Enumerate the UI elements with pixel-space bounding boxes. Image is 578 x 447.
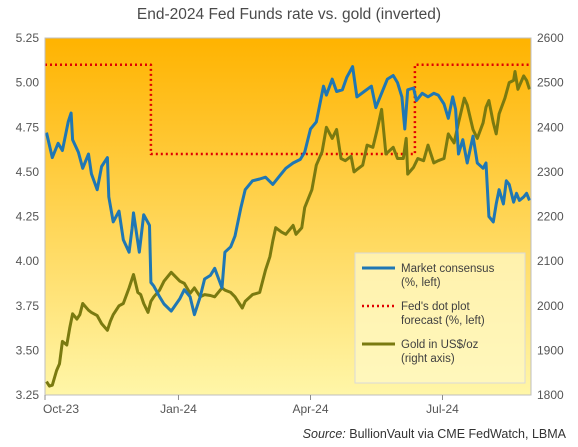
chart-title: End-2024 Fed Funds rate vs. gold (invert… — [136, 6, 442, 23]
plot-frame — [44, 37, 532, 396]
y-left-tick-label: 4.50 — [16, 165, 40, 179]
y-right-tick-label: 1800 — [537, 388, 564, 402]
y-left-tick-label: 4.75 — [16, 120, 40, 134]
y-left-tick-label: 4.25 — [16, 210, 40, 224]
legend-gold-price-label: Gold in US$/oz (right axis) — [401, 339, 479, 365]
x-tick-label: Apr-24 — [292, 402, 328, 416]
y-left-tick-label: 3.50 — [16, 343, 40, 357]
y-left-tick-label: 5.25 — [16, 31, 40, 45]
legend-fed-dot-plot-label: Fed's dot plot forecast (%, left) — [401, 301, 485, 327]
y-left-tick-label: 3.25 — [16, 388, 40, 402]
y-right-tick-label: 2300 — [537, 165, 564, 179]
x-tick-label: Jan-24 — [160, 402, 197, 416]
y-right-tick-label: 1900 — [537, 343, 564, 357]
y-left-tick-label: 4.00 — [16, 254, 40, 268]
y-right-tick-label: 2600 — [537, 31, 564, 45]
y-left-tick-label: 5.00 — [16, 76, 40, 90]
y-right-tick-label: 2100 — [537, 254, 564, 268]
y-left-tick-label: 3.75 — [16, 299, 40, 313]
market-consensus-line — [45, 65, 531, 317]
y-right-tick-label: 2500 — [537, 76, 564, 90]
legend-market-consensus-label: Market consensus (%, left) — [401, 263, 495, 289]
gold-price-line — [45, 70, 531, 388]
y-right-tick-label: 2200 — [537, 210, 564, 224]
y-right-tick-label: 2400 — [537, 120, 564, 134]
source-text: BullionVault via CME FedWatch, LBMA — [349, 427, 566, 441]
source-line: Source: BullionVault via CME FedWatch, L… — [303, 427, 566, 441]
x-tick-label: Oct-23 — [43, 402, 79, 416]
x-tick-label: Jul-24 — [426, 402, 459, 416]
y-right-tick-label: 2000 — [537, 299, 564, 313]
source-label: Source: — [302, 427, 346, 441]
legend-box — [354, 252, 526, 384]
